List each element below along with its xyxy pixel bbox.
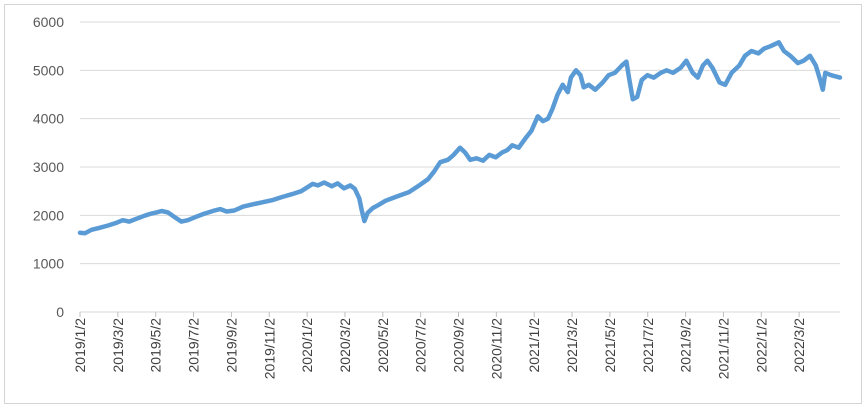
y-tick-label: 0 — [56, 304, 64, 320]
x-tick-label: 2020/3/2 — [337, 318, 353, 373]
x-tick-label: 2020/1/2 — [299, 318, 315, 373]
y-tick-label: 3000 — [33, 159, 64, 175]
x-tick-label: 2020/7/2 — [413, 318, 429, 373]
x-tick-label: 2019/9/2 — [223, 318, 239, 373]
x-tick-label: 2019/11/2 — [261, 318, 277, 379]
x-tick-label: 2020/9/2 — [451, 318, 467, 373]
y-tick-label: 5000 — [33, 62, 64, 78]
gridlines — [80, 21, 840, 313]
x-tick-label: 2021/7/2 — [640, 318, 656, 373]
x-tick-label: 2019/5/2 — [148, 318, 164, 373]
x-tick-label: 2019/3/2 — [110, 318, 126, 373]
y-tick-label: 4000 — [33, 111, 64, 127]
y-axis-tick-labels: 0 1000 2000 3000 4000 5000 6000 — [33, 14, 64, 320]
x-tick-label: 2020/5/2 — [375, 318, 391, 373]
y-tick-label: 1000 — [33, 256, 64, 272]
x-axis-tick-labels: 2019/1/2 2019/3/2 2019/5/2 2019/7/2 2019/9/2… — [72, 312, 807, 379]
x-tick-label: 2021/11/2 — [715, 318, 731, 379]
series-group — [77, 40, 843, 236]
x-tick-label: 2022/3/2 — [791, 318, 807, 373]
series-line-0 — [77, 40, 843, 236]
x-tick-label: 2021/3/2 — [564, 318, 580, 373]
x-tick-label: 2021/1/2 — [526, 318, 542, 373]
x-tick-label: 2019/7/2 — [186, 318, 202, 373]
y-tick-label: 6000 — [33, 14, 64, 30]
y-tick-label: 2000 — [33, 207, 64, 223]
x-tick-label: 2022/1/2 — [753, 318, 769, 373]
x-tick-label: 2019/1/2 — [72, 318, 88, 373]
x-tick-label: 2021/5/2 — [602, 318, 618, 373]
x-tick-label: 2021/9/2 — [678, 318, 694, 373]
x-tick-label: 2020/11/2 — [488, 318, 504, 379]
